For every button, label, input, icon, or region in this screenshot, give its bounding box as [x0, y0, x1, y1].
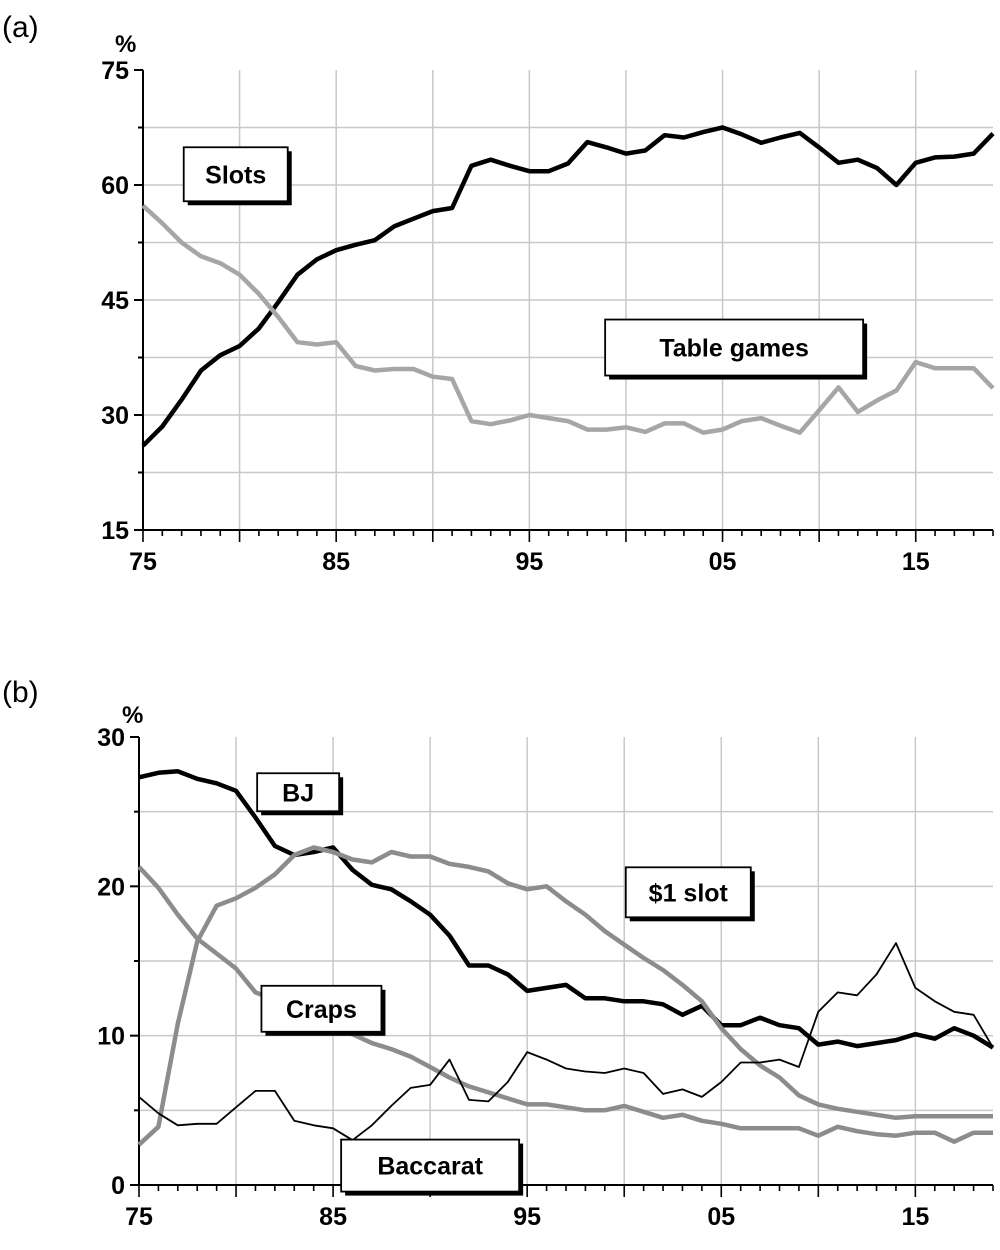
series-line-table-games	[141, 204, 995, 435]
annotation-bj: BJ	[256, 772, 344, 816]
x-tick-label: 85	[319, 1203, 347, 1231]
panel-label-a: (a)	[2, 11, 39, 44]
annotation-label: BJ	[282, 779, 314, 807]
annotation-label: Baccarat	[377, 1153, 483, 1181]
y-tick-label: 30	[101, 402, 129, 430]
annotation-table-games: Table games	[604, 318, 868, 380]
x-tick-label: 05	[707, 1203, 735, 1231]
y-tick-label: 20	[97, 873, 125, 901]
y-tick-label: 60	[101, 172, 129, 200]
x-tick-label: 15	[901, 1203, 929, 1231]
x-tick-label: 05	[709, 548, 737, 576]
x-tick-label: 75	[125, 1203, 153, 1231]
annotation-box	[256, 772, 341, 813]
series-line-1-slot	[137, 845, 993, 1147]
annotation-box	[624, 866, 752, 919]
annotation-label: $1 slot	[649, 879, 729, 907]
panel-b-chart: (b)% 0 10 20 30 75 85 95 05 15 BJ $1 slot Craps Bacca…	[2, 676, 995, 1231]
x-tick-label: 95	[513, 1203, 541, 1231]
x-tick-label: 95	[515, 548, 543, 576]
annotation-label: Table games	[659, 335, 809, 363]
annotation-label: Slots	[205, 161, 266, 189]
annotation-baccarat: Baccarat	[340, 1138, 524, 1196]
annotation-box	[182, 146, 289, 203]
annotation-1-slot: $1 slot	[624, 866, 755, 922]
x-tick-label: 75	[129, 548, 157, 576]
series-line-baccarat	[138, 942, 994, 1142]
annotation-slots: Slots	[182, 146, 292, 206]
y-unit-label-a: %	[115, 31, 136, 58]
y-tick-label: 10	[97, 1023, 125, 1051]
series-line-slots	[141, 125, 995, 448]
y-tick-label: 15	[101, 517, 129, 545]
y-tick-label: 45	[101, 287, 129, 315]
x-tick-label: 15	[902, 548, 930, 576]
y-tick-label: 30	[97, 724, 125, 752]
panel-label-b: (b)	[2, 676, 39, 709]
x-tick-label: 85	[322, 548, 350, 576]
panel-a-chart: (a)% 15 30 45 60 75 75 85 95 05 15 Slots Table games	[2, 11, 995, 576]
annotation-box	[604, 318, 865, 377]
series-line-bj	[138, 769, 995, 1050]
annotation-craps: Craps	[260, 984, 386, 1036]
y-unit-label-b: %	[122, 702, 143, 729]
annotation-box	[340, 1138, 521, 1193]
annotation-label: Craps	[286, 996, 357, 1024]
y-tick-label: 75	[101, 57, 129, 85]
annotation-box	[260, 984, 383, 1033]
y-tick-label: 0	[111, 1172, 125, 1200]
